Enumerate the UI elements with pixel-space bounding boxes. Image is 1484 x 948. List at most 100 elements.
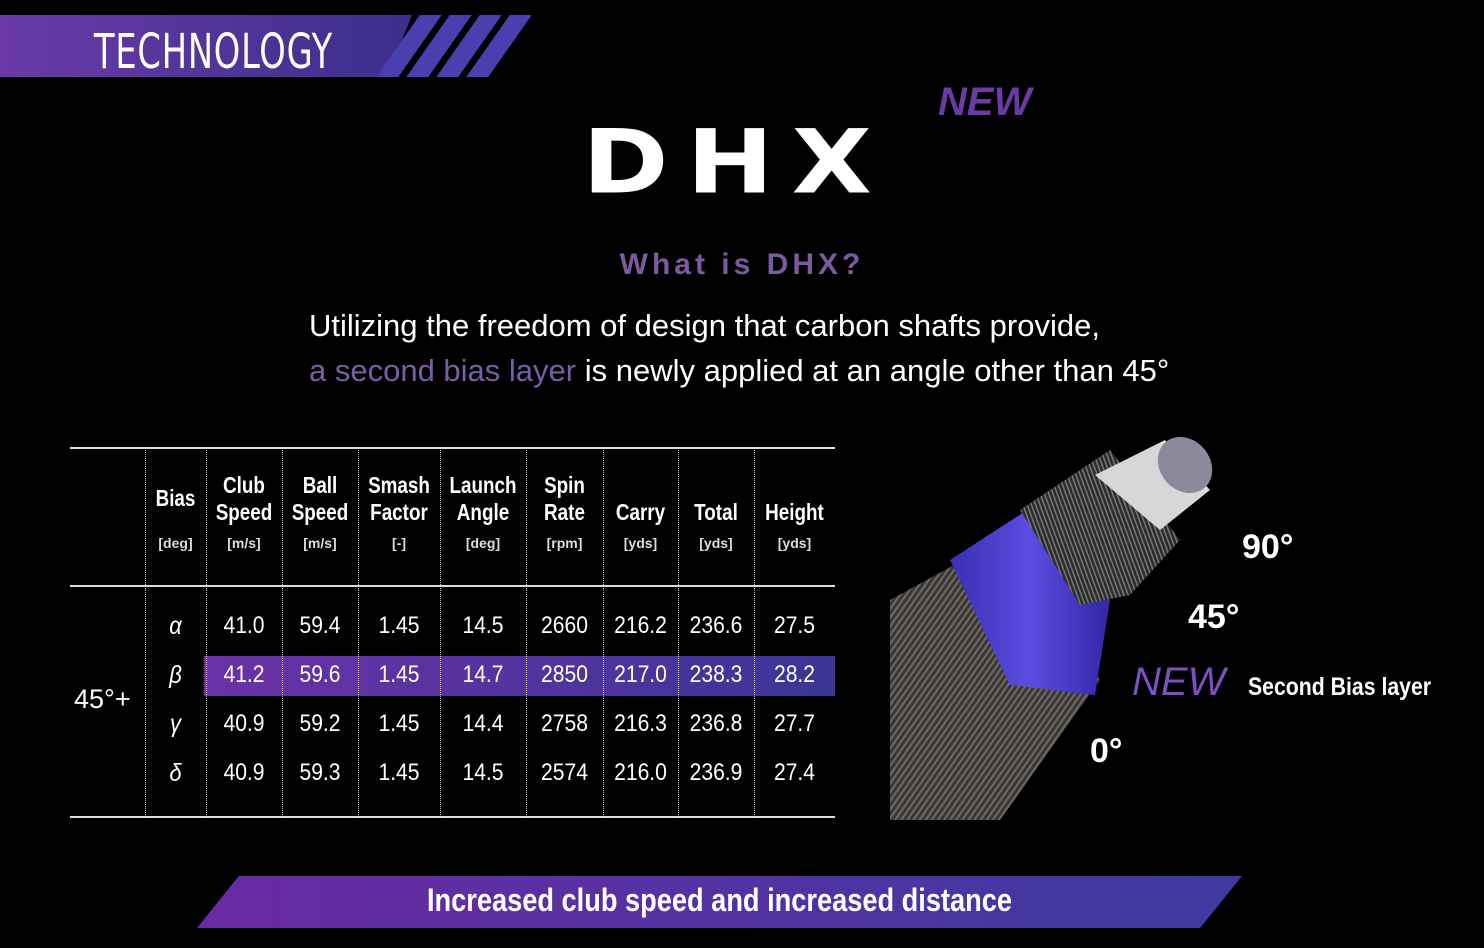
column-header-line xyxy=(685,472,747,499)
table-cell: 40.9 xyxy=(223,759,265,786)
table-cell: 41.0 xyxy=(223,612,265,639)
column-divider xyxy=(358,450,359,817)
column-header: Height xyxy=(761,472,827,526)
column-unit: [yds] xyxy=(777,535,812,551)
table-cell: 216.3 xyxy=(614,710,667,737)
column-header: Total xyxy=(685,472,747,526)
column-header-line: Speed xyxy=(291,499,349,525)
column-header-line: Bias xyxy=(155,485,196,511)
table-cell: 59.2 xyxy=(299,710,341,737)
angle-0-label: 0° xyxy=(1090,732,1123,770)
column-divider xyxy=(754,450,755,817)
table-cell: 59.4 xyxy=(299,612,341,639)
table-cell: 2850 xyxy=(541,661,588,688)
angle-45-label: 45° xyxy=(1188,598,1240,636)
table-header-rule xyxy=(70,585,835,587)
table-bottom-rule xyxy=(70,816,835,818)
column-header-line: Total xyxy=(694,499,738,525)
bias-cell: γ xyxy=(170,710,181,738)
table-cell: 40.9 xyxy=(223,710,265,737)
column-divider xyxy=(603,450,604,817)
column-divider xyxy=(440,450,441,817)
column-unit: [rpm] xyxy=(546,535,583,551)
table-cell: 236.6 xyxy=(689,612,743,639)
column-header-line: Height xyxy=(765,499,824,525)
column-header: Smash Factor xyxy=(365,472,432,526)
table-cell: 14.7 xyxy=(462,661,504,688)
table-cell: 1.45 xyxy=(378,759,420,786)
column-header: Spin Rate xyxy=(533,472,596,526)
intro-line-1: Utilizing the freedom of design that car… xyxy=(309,308,1100,343)
column-header-line: Angle xyxy=(456,499,510,525)
table-cell: 1.45 xyxy=(378,710,420,737)
table-cell: 2660 xyxy=(541,612,588,639)
intro-question: What is DHX? xyxy=(619,248,865,281)
column-header-line: Rate xyxy=(544,499,585,525)
table-cell: 216.0 xyxy=(614,759,667,786)
column-unit: [m/s] xyxy=(303,535,337,551)
table-cell: 1.45 xyxy=(378,661,420,688)
table-cell: 236.9 xyxy=(689,759,743,786)
footer-banner-text: Increased club speed and increased dista… xyxy=(426,882,1013,918)
table-cell: 217.0 xyxy=(614,661,667,688)
column-header-line: Smash xyxy=(368,472,430,498)
table-top-rule xyxy=(70,447,835,449)
column-divider xyxy=(282,450,283,817)
new-layer-badge: NEW xyxy=(1132,660,1226,704)
column-header-line: Factor xyxy=(370,499,428,525)
column-header-line: Club xyxy=(223,472,265,498)
intro-line-2: a second bias layer is newly applied at … xyxy=(309,353,1169,389)
column-header-line: Speed xyxy=(215,499,273,525)
column-header-line: Launch xyxy=(449,472,517,498)
column-unit: [deg] xyxy=(158,535,193,551)
column-divider xyxy=(206,450,207,817)
table-cell: 27.5 xyxy=(773,612,816,639)
angle-90-label: 90° xyxy=(1242,528,1294,566)
column-header-line: Ball xyxy=(302,472,338,498)
table-cell: 28.2 xyxy=(773,661,816,688)
bias-cell: δ xyxy=(169,759,182,787)
highlighted-row xyxy=(204,656,835,696)
column-unit: [yds] xyxy=(623,535,658,551)
column-unit: [yds] xyxy=(699,535,733,551)
90deg-core xyxy=(1095,436,1213,530)
table-cell: 27.7 xyxy=(773,710,816,737)
column-divider xyxy=(145,450,146,817)
section-banner xyxy=(0,15,412,77)
column-header: Club Speed xyxy=(213,472,275,526)
table-cell: 27.4 xyxy=(773,759,816,786)
table-cell: 14.5 xyxy=(462,759,504,786)
table-cell: 1.45 xyxy=(378,612,420,639)
column-header-line xyxy=(610,472,672,499)
footer-banner xyxy=(197,876,1242,928)
table-cell: 2758 xyxy=(541,710,588,737)
bias-cell: α xyxy=(169,612,182,640)
dhx-logo: DHX xyxy=(582,110,890,214)
column-header: Launch Angle xyxy=(448,472,519,526)
bias-group-label: 45°+ xyxy=(74,684,131,714)
table-cell: 14.4 xyxy=(462,710,504,737)
column-divider xyxy=(526,450,527,817)
column-unit: [deg] xyxy=(465,535,501,551)
intro-accent: a second bias layer xyxy=(309,353,577,388)
column-divider xyxy=(678,450,679,817)
table-cell: 216.2 xyxy=(614,612,667,639)
second-bias-label: Second Bias layer xyxy=(1248,673,1432,701)
new-badge: NEW xyxy=(938,80,1032,124)
column-unit: [m/s] xyxy=(227,535,261,551)
table-cell: 59.3 xyxy=(299,759,341,786)
intro-rest: is newly applied at an angle other than … xyxy=(576,353,1170,388)
shaft-layer-illustration xyxy=(890,436,1213,820)
bias-cell: β xyxy=(169,661,182,689)
column-header: Bias xyxy=(150,485,200,539)
column-header: Carry xyxy=(610,472,672,526)
section-title: TECHNOLOGY xyxy=(94,24,333,80)
table-cell: 238.3 xyxy=(689,661,743,688)
table-cell: 236.8 xyxy=(689,710,743,737)
column-header-line: Spin xyxy=(544,472,585,498)
table-cell: 14.5 xyxy=(462,612,504,639)
table-cell: 41.2 xyxy=(223,661,265,688)
table-cell: 2574 xyxy=(541,759,588,786)
column-header: Ball Speed xyxy=(289,472,351,526)
column-unit: [-] xyxy=(392,535,406,551)
